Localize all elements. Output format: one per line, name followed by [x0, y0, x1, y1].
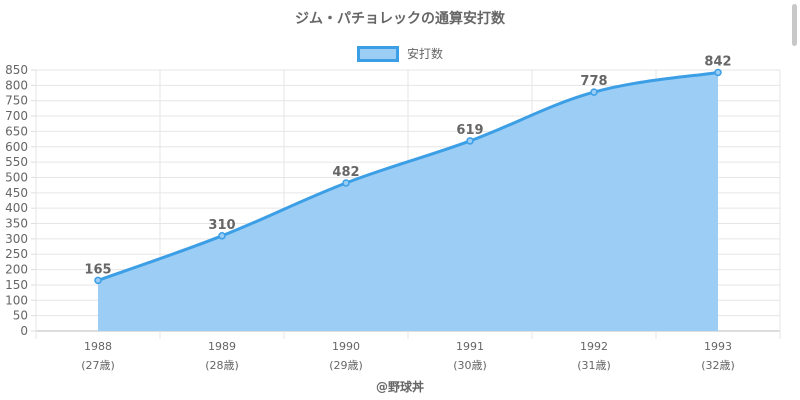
data-label: 619 — [456, 123, 483, 138]
data-point — [218, 232, 226, 240]
data-point — [590, 88, 598, 96]
data-point — [714, 68, 722, 77]
y-axis: 0501001502002503003504004505005506006507… — [5, 63, 28, 338]
y-tick-label: 50 — [13, 309, 28, 323]
y-tick-label: 650 — [5, 124, 28, 138]
y-tick-label: 750 — [5, 94, 28, 108]
x-axis: 1988 (27歳) 1989 (28歳) 1990 (29歳) 1991 (30歳) 1992… — [81, 340, 735, 372]
y-tick-label: 700 — [5, 109, 28, 123]
x-tick-sublabel: (32歳) — [701, 359, 735, 372]
series-area — [98, 72, 718, 331]
x-tick-sublabel: (28歳) — [205, 359, 239, 372]
legend-label: 安打数 — [406, 47, 443, 61]
series-line — [97, 70, 719, 282]
data-point — [342, 179, 350, 187]
data-label: 778 — [580, 74, 607, 89]
y-tick-label: 550 — [5, 155, 28, 169]
x-tick-label: 1992 — [580, 340, 608, 353]
x-tick-sublabel: (31歳) — [577, 359, 611, 372]
y-tick-label: 300 — [5, 232, 28, 246]
data-points — [94, 68, 722, 285]
y-tick-label: 200 — [5, 263, 28, 277]
y-tick-label: 250 — [5, 247, 28, 261]
y-tick-label: 0 — [20, 324, 28, 338]
scrollbar[interactable] — [792, 4, 797, 46]
x-tick-label: 1993 — [704, 340, 732, 353]
y-tick-label: 600 — [5, 140, 28, 154]
legend-swatch — [356, 45, 399, 62]
data-label: 165 — [84, 262, 111, 277]
legend[interactable]: 安打数 — [0, 45, 800, 62]
y-tick-label: 500 — [5, 170, 28, 184]
x-tick-sublabel: (30歳) — [453, 359, 487, 372]
y-tick-label: 850 — [5, 63, 28, 77]
data-label: 482 — [332, 165, 359, 180]
x-tick-sublabel: (27歳) — [81, 359, 115, 372]
credit: @野球丼 — [375, 380, 424, 394]
data-label: 310 — [208, 218, 235, 233]
y-tick-label: 450 — [5, 186, 28, 200]
data-point — [94, 276, 102, 285]
y-tick-label: 800 — [5, 78, 28, 92]
x-tick-label: 1990 — [332, 340, 360, 353]
y-tick-label: 150 — [5, 278, 28, 292]
y-tick-label: 400 — [5, 201, 28, 215]
data-point — [466, 137, 474, 145]
y-tick-label: 100 — [5, 293, 28, 307]
data-label: 842 — [704, 54, 731, 69]
x-tick-label: 1991 — [456, 340, 484, 353]
chart-title: ジム・パチョレックの通算安打数 — [295, 11, 505, 27]
y-tick-label: 350 — [5, 217, 28, 231]
x-tick-sublabel: (29歳) — [329, 359, 363, 372]
x-tick-label: 1988 — [84, 340, 112, 353]
x-tick-label: 1989 — [208, 340, 236, 353]
data-labels: 165 310 482 619 778 842 — [84, 54, 731, 277]
